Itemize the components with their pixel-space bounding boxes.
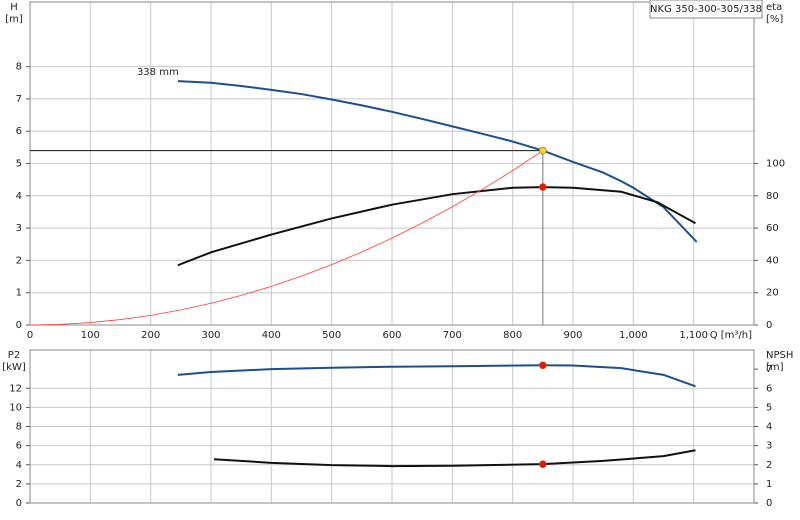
x-tick-label: 300 [201, 330, 220, 341]
title-box [649, 0, 763, 19]
curve-label: 338 mm [137, 67, 179, 78]
x-tick-label: 0 [27, 330, 33, 341]
y-tick-label: 4 [16, 191, 22, 202]
operating-point [539, 361, 547, 370]
curve [29, 150, 544, 326]
y2-tick-label: 20 [766, 288, 779, 299]
y2-tick-label: 7 [766, 364, 772, 375]
y-tick-label: 1 [16, 288, 22, 299]
y-axis-unit: [m] [5, 14, 23, 25]
chart-title: NKG 350-300-305/338 [650, 4, 762, 15]
x-tick-label: 800 [503, 330, 522, 341]
y-tick-label: 4 [16, 460, 22, 471]
y-tick-label: 8 [16, 422, 22, 433]
y2-axis-unit: [m] [766, 362, 784, 373]
plot-frame [29, 349, 755, 504]
y2-tick-label: 2 [766, 460, 772, 471]
y2-tick-label: 60 [766, 223, 779, 234]
operating-point [539, 460, 547, 468]
y-tick-label: 6 [16, 441, 22, 452]
x-tick-label: 900 [563, 330, 582, 341]
curve [177, 80, 698, 243]
y-tick-label: 10 [9, 402, 22, 413]
y2-tick-label: 3 [766, 441, 772, 452]
y2-tick-label: 40 [766, 255, 779, 266]
x-tick-label: 1,100 [679, 330, 708, 341]
y2-axis-label: NPSH [766, 350, 793, 361]
y-tick-label: 3 [16, 223, 22, 234]
y-tick-label: 2 [16, 479, 22, 490]
y2-tick-label: 4 [766, 422, 772, 433]
y-axis-label: H [10, 2, 18, 13]
plot-frame [29, 1, 755, 326]
operating-point [539, 183, 547, 191]
x-axis-label: Q [m³/h] [710, 330, 752, 341]
y2-tick-label: 80 [766, 191, 779, 202]
curve [177, 186, 696, 267]
x-tick-label: 500 [322, 330, 341, 341]
y2-axis-unit: [%] [766, 14, 783, 25]
x-tick-label: 700 [443, 330, 462, 341]
y-tick-label: 2 [16, 255, 22, 266]
x-tick-label: 100 [81, 330, 100, 341]
x-tick-label: 400 [262, 330, 281, 341]
y-tick-label: 8 [16, 62, 22, 73]
y2-tick-label: 0 [766, 320, 772, 331]
operating-point [539, 146, 547, 155]
x-tick-label: 1,000 [619, 330, 648, 341]
y-tick-label: 12 [9, 383, 22, 394]
x-tick-label: 600 [382, 330, 401, 341]
y2-tick-label: 0 [766, 498, 772, 509]
y2-tick-label: 6 [766, 383, 772, 394]
curve [177, 364, 696, 388]
y-tick-label: 6 [16, 126, 22, 137]
y-tick-label: 0 [16, 498, 22, 509]
y2-axis-label: eta [766, 2, 782, 13]
y-tick-label: 0 [16, 320, 22, 331]
y-tick-label: 7 [16, 94, 22, 105]
y2-tick-label: 100 [766, 159, 785, 170]
x-tick-label: 200 [141, 330, 160, 341]
y-tick-label: 5 [16, 159, 22, 170]
y2-tick-label: 1 [766, 479, 772, 490]
y-axis-unit: [kW] [2, 362, 26, 373]
y2-tick-label: 5 [766, 402, 772, 413]
curve [213, 449, 696, 468]
y-axis-label: P2 [8, 350, 20, 361]
